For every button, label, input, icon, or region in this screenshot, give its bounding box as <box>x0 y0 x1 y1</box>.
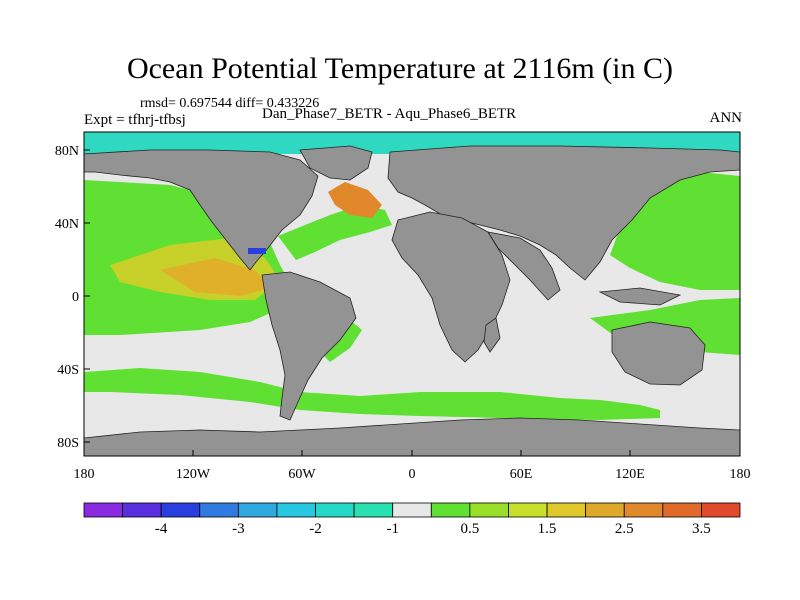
color-bar-swatch <box>276 502 316 518</box>
x-tick-label: 180 <box>730 467 751 482</box>
color-bar-swatch <box>122 502 162 518</box>
color-bar-label: 1.5 <box>538 521 557 537</box>
stats-label: rmsd= 0.697544 diff= 0.433226 <box>140 96 320 111</box>
color-bar-swatch <box>83 502 123 518</box>
color-bar-label: 0.5 <box>461 521 480 537</box>
x-tick-label: 120E <box>615 467 645 482</box>
y-tick-label: 40N <box>55 217 79 232</box>
y-tick-label: 80S <box>57 436 79 451</box>
color-bar-swatch <box>315 502 355 518</box>
plot-title: Ocean Potential Temperature at 2116m (in… <box>126 52 674 85</box>
x-tick-label: 60E <box>510 467 533 482</box>
season-label: ANN <box>709 110 743 126</box>
color-bar-swatch <box>392 502 432 518</box>
color-bar-label: -1 <box>386 521 399 537</box>
x-tick-label: 120W <box>176 467 211 482</box>
color-bar-swatch <box>585 502 625 518</box>
color-bar-swatch <box>430 502 471 518</box>
y-tick-label: 40S <box>57 363 79 378</box>
color-bar-swatch <box>701 502 741 518</box>
color-bar-labels: -4 -3 -2 -1 0.5 1.5 2.5 3.5 <box>155 521 711 537</box>
color-bar-swatch <box>469 502 509 518</box>
experiment-label: Expt = tfhrj-tfbsj <box>84 112 186 128</box>
y-tick-label: 0 <box>72 290 79 305</box>
color-bar-label: -4 <box>155 521 168 537</box>
x-tick-label: 60W <box>288 467 316 482</box>
color-bar-label: 2.5 <box>615 521 634 537</box>
color-bar-swatch <box>353 502 394 518</box>
color-bar-label: 3.5 <box>692 521 711 537</box>
color-bar-swatch <box>546 502 587 518</box>
y-tick-label: 80N <box>55 144 79 159</box>
case-label: Dan_Phase7_BETR - Aqu_Phase6_BETR <box>262 106 517 122</box>
x-tick-label: 180 <box>74 467 95 482</box>
color-bar-swatch <box>662 502 702 518</box>
color-bar-swatch <box>199 502 239 518</box>
color-bar-label: -3 <box>232 521 245 537</box>
color-bar-swatch <box>160 502 201 518</box>
color-bar-swatch <box>237 502 278 518</box>
color-bar-swatch <box>508 502 548 518</box>
color-bar-swatch <box>623 502 664 518</box>
x-tick-label: 0 <box>409 467 416 482</box>
color-bar <box>83 502 741 518</box>
color-bar-label: -2 <box>309 521 322 537</box>
map-area <box>84 132 740 456</box>
